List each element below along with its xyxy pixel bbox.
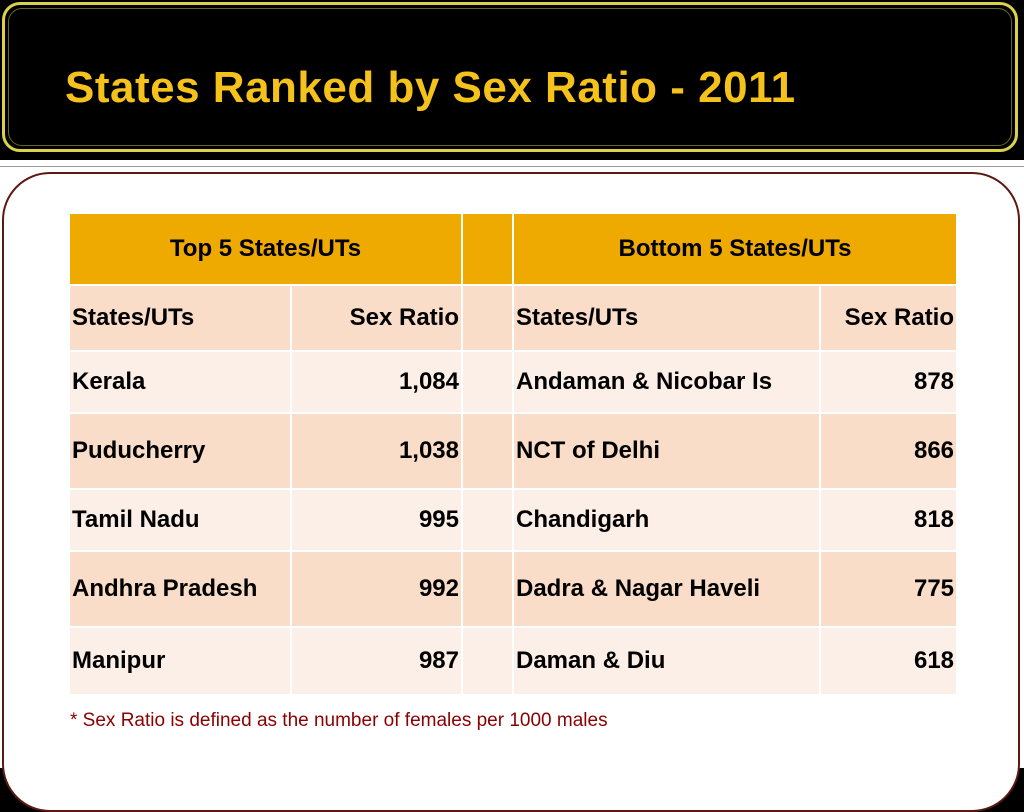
footnote: * Sex Ratio is defined as the number of …	[70, 710, 608, 731]
top-state-name: Manipur	[68, 626, 292, 696]
spacer-cell	[461, 284, 514, 352]
spacer-cell	[461, 550, 514, 628]
spacer-cell	[461, 350, 514, 414]
top-state-name: Kerala	[68, 350, 292, 414]
column-header-state: States/UTs	[68, 284, 292, 352]
table-row: Tamil Nadu 995 Chandigarh 818	[68, 488, 959, 552]
bottom-state-ratio: 775	[818, 550, 959, 628]
top-state-ratio: 1,038	[290, 412, 463, 490]
table-column-header-row: States/UTs Sex Ratio States/UTs Sex Rati…	[68, 284, 959, 352]
bottom-state-name: Daman & Diu	[512, 626, 821, 696]
bottom-state-name: Chandigarh	[512, 488, 821, 552]
top-state-ratio: 1,084	[290, 350, 463, 414]
top-state-ratio: 992	[290, 550, 463, 628]
top-state-name: Puducherry	[68, 412, 292, 490]
bottom-state-ratio: 878	[818, 350, 959, 414]
table-group-header-row: Top 5 States/UTs Bottom 5 States/UTs	[68, 212, 959, 286]
bottom-state-name: Dadra & Nagar Haveli	[512, 550, 821, 628]
table-row: Kerala 1,084 Andaman & Nicobar Is 878	[68, 350, 959, 414]
column-header-ratio: Sex Ratio	[290, 284, 463, 352]
bottom-state-name: Andaman & Nicobar Is	[512, 350, 821, 414]
top-states-header: Top 5 States/UTs	[68, 212, 463, 286]
title-bar: States Ranked by Sex Ratio - 2011	[2, 2, 1018, 152]
top-state-name: Tamil Nadu	[68, 488, 292, 552]
table-row: Andhra Pradesh 992 Dadra & Nagar Haveli …	[68, 550, 959, 628]
bottom-state-ratio: 818	[818, 488, 959, 552]
top-state-name: Andhra Pradesh	[68, 550, 292, 628]
column-header-state: States/UTs	[512, 284, 821, 352]
table-row: Manipur 987 Daman & Diu 618	[68, 626, 959, 696]
top-state-ratio: 987	[290, 626, 463, 696]
table-row: Puducherry 1,038 NCT of Delhi 866	[68, 412, 959, 490]
bottom-states-header: Bottom 5 States/UTs	[511, 212, 959, 286]
column-header-ratio: Sex Ratio	[818, 284, 959, 352]
bottom-state-ratio: 866	[818, 412, 959, 490]
top-state-ratio: 995	[290, 488, 463, 552]
bottom-state-ratio: 618	[818, 626, 959, 696]
bottom-state-name: NCT of Delhi	[512, 412, 821, 490]
spacer-cell	[461, 488, 514, 552]
slide-title: States Ranked by Sex Ratio - 2011	[65, 63, 796, 112]
spacer-cell	[461, 412, 514, 490]
spacer-cell	[461, 626, 514, 696]
spacer-header	[461, 212, 514, 286]
sex-ratio-table: Top 5 States/UTs Bottom 5 States/UTs Sta…	[68, 212, 959, 696]
